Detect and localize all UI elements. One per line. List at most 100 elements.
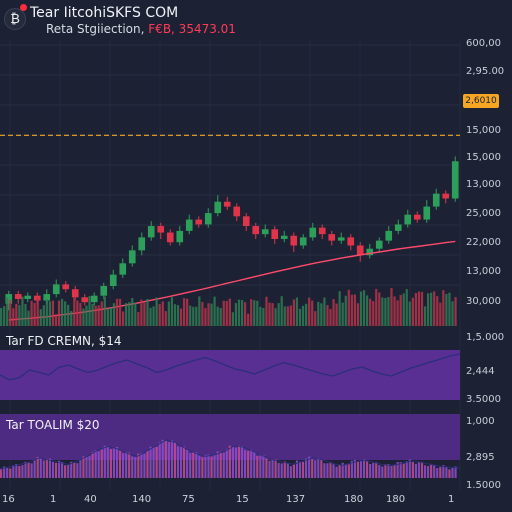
histogram-bar [237, 445, 241, 478]
volume-bar [6, 297, 9, 326]
volume-bar [317, 301, 320, 326]
histogram-bar [189, 453, 192, 478]
histogram-bar [67, 464, 70, 478]
volume-bar [274, 308, 277, 326]
volume-bar [9, 299, 12, 326]
price-axis-label: 15,000 [466, 152, 501, 163]
volume-bar [70, 310, 73, 326]
histogram-bar [149, 446, 152, 478]
oscillator-pane-2 [0, 414, 461, 478]
volume-bar [115, 298, 119, 326]
histogram-bar [30, 463, 33, 478]
histogram-bar [192, 452, 195, 478]
volume-bar [323, 297, 326, 326]
histogram-bar [445, 467, 448, 478]
volume-bar [103, 296, 106, 326]
histogram-bar [161, 439, 164, 478]
histogram-bar [311, 459, 314, 478]
histogram-bar [265, 458, 268, 478]
candle-body [100, 285, 108, 296]
histogram-bar [295, 460, 299, 478]
candle-body [52, 284, 60, 295]
volume-bar [79, 302, 82, 326]
histogram-bar [396, 461, 399, 478]
histogram-bar [234, 447, 238, 478]
volume-bar [344, 295, 347, 326]
volume-bar [454, 297, 457, 326]
candle-body [147, 226, 155, 238]
volume-bar [326, 305, 329, 326]
volume-bar [451, 301, 454, 326]
histogram-bar [76, 463, 79, 478]
volume-bar [231, 312, 234, 326]
candle-body [404, 214, 412, 225]
volume-bar [64, 301, 67, 326]
histogram-bar [61, 461, 64, 478]
volume-bar [170, 297, 173, 326]
histogram-bar [247, 450, 250, 478]
histogram-bar [268, 460, 271, 478]
histogram-bar [408, 459, 411, 478]
histogram-bar [256, 455, 259, 478]
histogram-bar [48, 458, 51, 478]
volume-bar [347, 289, 350, 326]
pane1-axis-label: 1,5.000 [466, 332, 505, 343]
histogram-bar [344, 464, 347, 478]
histogram-bar [387, 463, 390, 478]
candle-body [176, 230, 184, 243]
volume-bar [158, 303, 161, 326]
volume-bar [390, 288, 393, 326]
histogram-bar [15, 464, 18, 478]
volume-bar [61, 298, 64, 326]
histogram-bar [225, 448, 228, 478]
price-axis-label: 13,000 [466, 266, 501, 277]
histogram-bar [436, 468, 439, 478]
volume-bar [76, 300, 79, 326]
histogram-bar [146, 450, 149, 478]
histogram-bar [115, 446, 119, 478]
volume-bar [164, 311, 167, 326]
histogram-bar [97, 451, 100, 478]
histogram-bar [152, 447, 155, 478]
histogram-bar [448, 469, 451, 478]
histogram-bar [88, 456, 91, 478]
histogram-bar [298, 461, 302, 478]
histogram-bar [134, 457, 137, 478]
volume-bar [155, 297, 158, 326]
histogram-bar [244, 449, 247, 478]
volume-bar [244, 302, 247, 326]
volume-bar [137, 312, 140, 326]
volume-bar [88, 296, 91, 326]
histogram-bar [454, 466, 457, 478]
volume-bar [128, 302, 131, 326]
histogram-bar [271, 459, 274, 478]
histogram-bar [347, 464, 350, 478]
volume-bar [30, 300, 33, 326]
volume-bar [204, 308, 207, 326]
volume-bar [112, 303, 116, 326]
candle-body [261, 229, 269, 235]
time-axis-label: 1 [448, 494, 455, 505]
volume-bar [51, 300, 55, 326]
bitcoin-icon[interactable]: ₿ [4, 8, 26, 30]
volume-bar [259, 306, 262, 326]
histogram-bar [70, 461, 73, 478]
histogram-bar [366, 461, 369, 478]
time-axis-label: 15 [236, 494, 249, 505]
histogram-bar [393, 465, 396, 478]
volume-bar [24, 303, 27, 326]
volume-bar [192, 306, 195, 326]
pane1-axis-label: 3.5000 [466, 394, 501, 405]
volume-bar [265, 296, 268, 326]
oscillator-line [0, 439, 461, 470]
histogram-bar [195, 452, 198, 478]
volume-bar [100, 301, 103, 326]
volume-bar [131, 298, 134, 326]
histogram-bar [277, 462, 280, 478]
histogram-bar [57, 460, 61, 478]
histogram-bar [356, 461, 360, 478]
volume-bar [338, 291, 341, 326]
histogram-bar [305, 458, 308, 478]
